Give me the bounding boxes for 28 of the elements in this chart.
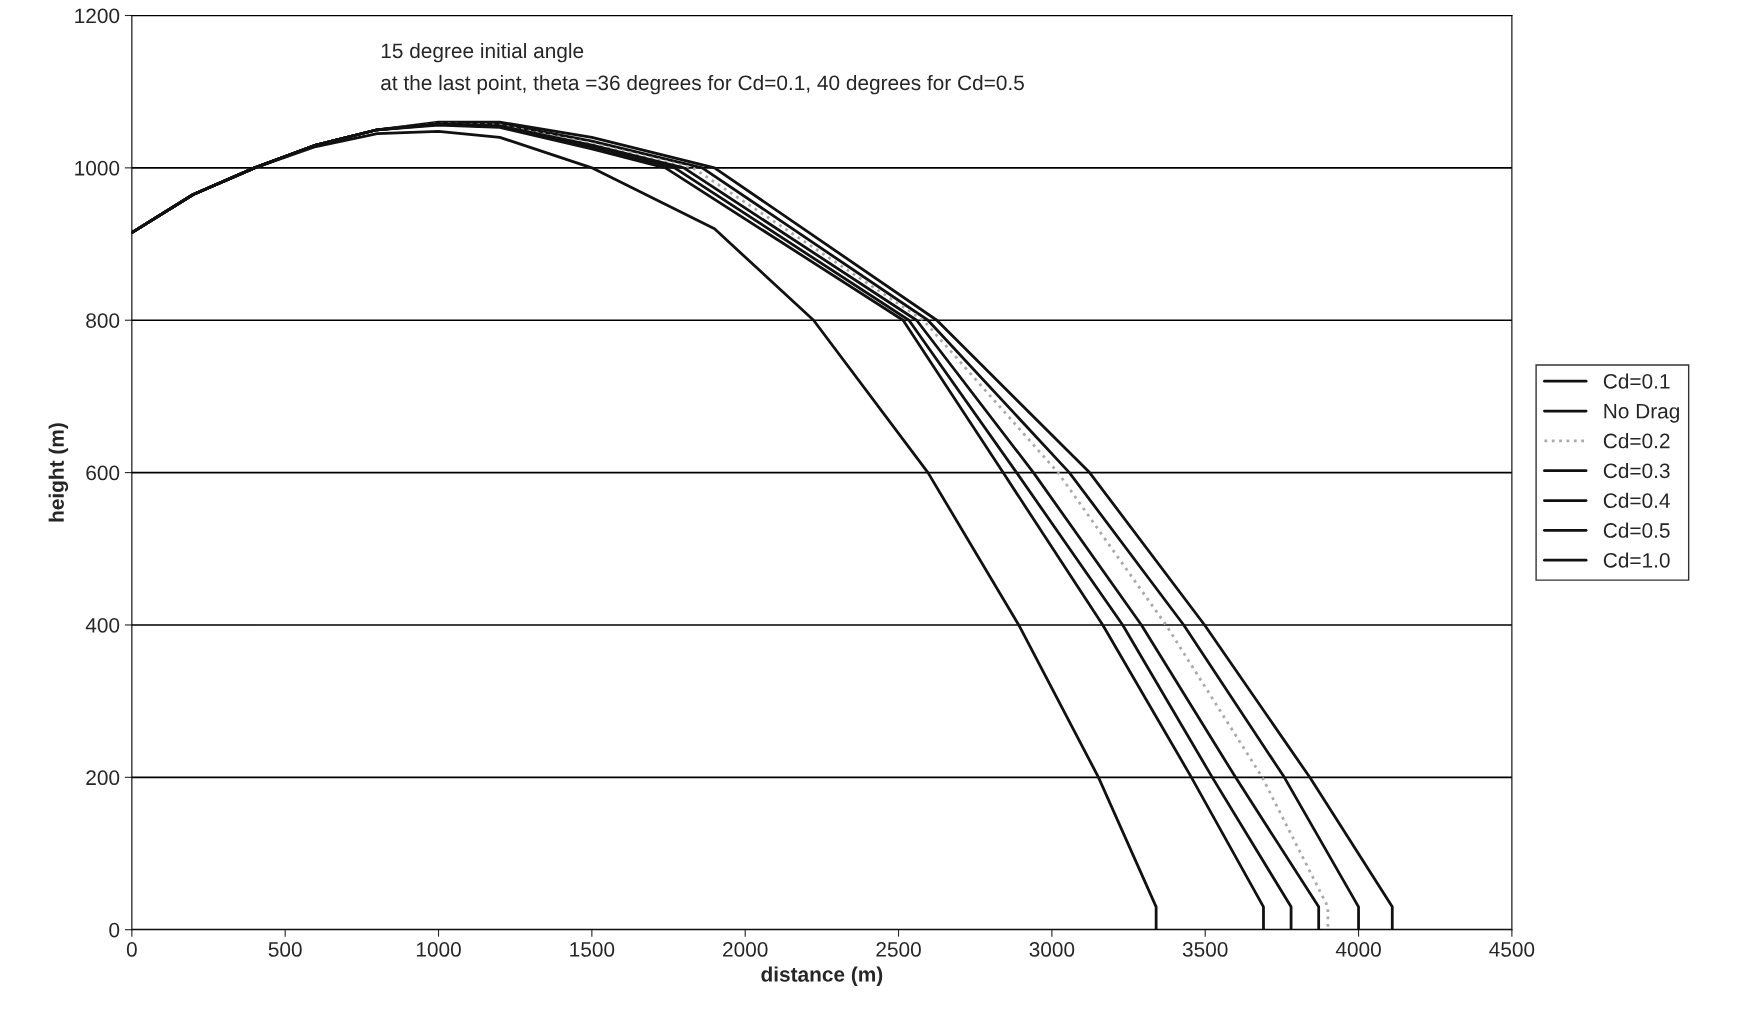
y-tick-label: 800 — [86, 313, 120, 328]
legend-label: Cd=0.3 — [1603, 462, 1670, 479]
legend-label: Cd=1.0 — [1603, 552, 1670, 568]
legend-label: Cd=0.5 — [1603, 522, 1670, 538]
x-tick-label: 500 — [268, 942, 302, 957]
annotation: at the last point, theta =36 degrees for Cd=0.1, 40 degrees for Cd=0.5 — [381, 74, 1024, 95]
x-tick-label: 1500 — [570, 942, 615, 957]
annotation: 15 degree initial angle — [381, 42, 584, 63]
legend-label: Cd=0.4 — [1603, 492, 1670, 509]
x-tick-label: 1000 — [416, 942, 461, 957]
y-tick-label: 1200 — [75, 8, 120, 24]
x-tick-label: 3000 — [1029, 942, 1075, 957]
x-tick-label: 4000 — [1335, 942, 1381, 957]
legend-label: Cd=0.2 — [1603, 433, 1670, 449]
y-tick-label: 200 — [86, 770, 120, 786]
x-axis-title: distance (m) — [761, 966, 883, 986]
y-tick-label: 1000 — [75, 160, 120, 176]
y-tick-label: 400 — [85, 617, 120, 633]
x-tick-label: 2000 — [723, 942, 768, 957]
x-tick-label: 2500 — [876, 942, 921, 957]
x-tick-label: 4500 — [1489, 942, 1535, 957]
legend-label: Cd=0.1 — [1603, 373, 1670, 389]
y-axis-title: height (m) — [48, 423, 69, 522]
x-tick-label: 3500 — [1182, 942, 1228, 957]
legend-label: No Drag — [1604, 403, 1679, 423]
y-tick-label: 0 — [109, 922, 120, 938]
y-tick-label: 600 — [86, 465, 120, 481]
x-tick-label: 0 — [126, 942, 137, 957]
